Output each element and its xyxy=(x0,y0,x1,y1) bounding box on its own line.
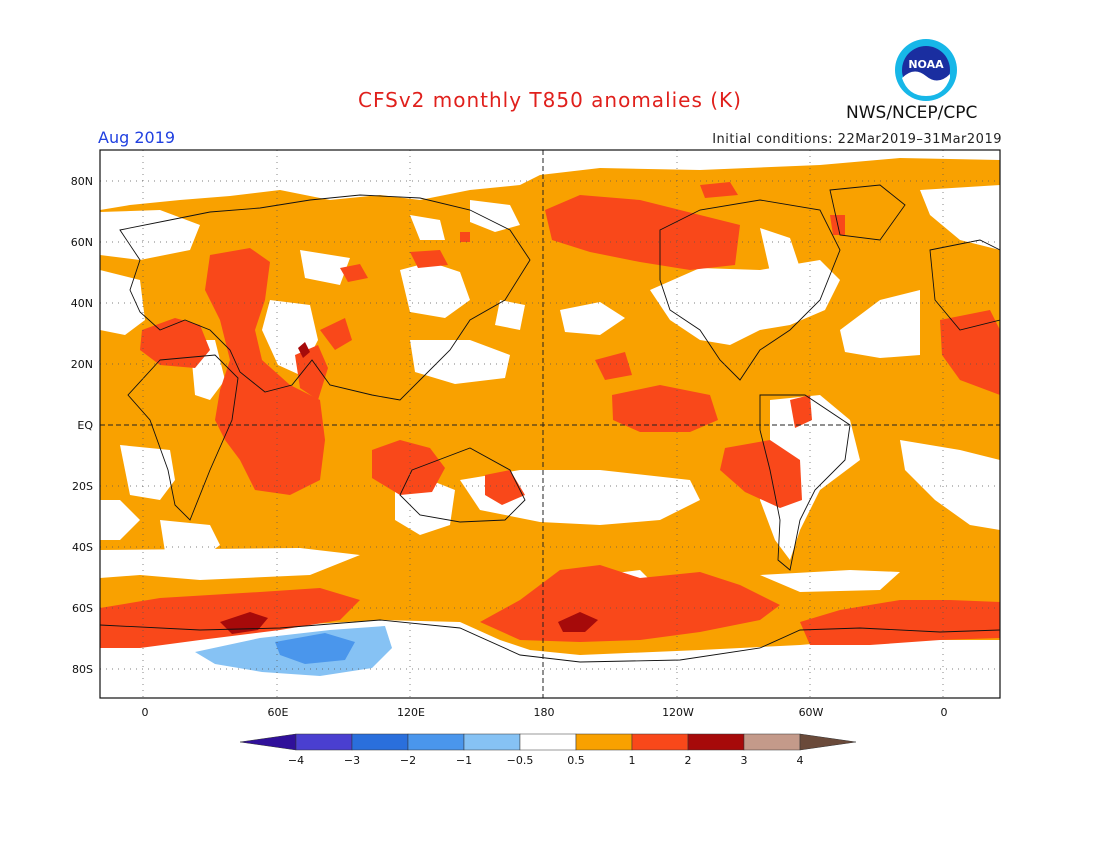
lon-label: 0 xyxy=(941,706,948,719)
lon-label: 60W xyxy=(799,706,824,719)
map-field xyxy=(100,150,1000,698)
lon-label: 120W xyxy=(662,706,694,719)
colorbar-tick-label: 1 xyxy=(629,754,636,767)
colorbar-tick-label: 4 xyxy=(797,754,804,767)
map-title: CFSv2 monthly T850 anomalies (K) xyxy=(358,88,742,112)
colorbar-swatch xyxy=(743,733,801,751)
colorbar-tick-label: −4 xyxy=(288,754,304,767)
valid-month: Aug 2019 xyxy=(98,128,176,147)
colorbar-swatch xyxy=(407,733,465,751)
lat-label: 40N xyxy=(71,297,93,310)
map-frame xyxy=(99,149,1001,699)
coastlines xyxy=(100,184,1000,663)
lon-label: 60E xyxy=(268,706,289,719)
lon-label: 120E xyxy=(397,706,425,719)
noaa-logo-icon: NOAA xyxy=(895,39,957,101)
longitude-labels: 0 60E 120E 180 120W 60W 0 xyxy=(142,706,948,719)
lat-label: 20S xyxy=(72,480,93,493)
lat-label: 40S xyxy=(72,541,93,554)
cold-anomaly-mid xyxy=(275,633,355,664)
graticule xyxy=(100,150,1000,698)
colorbar-tick-label: 0.5 xyxy=(567,754,585,767)
lat-label: 80N xyxy=(71,175,93,188)
logo-text: NOAA xyxy=(908,58,944,71)
lon-label: 0 xyxy=(142,706,149,719)
lon-label: 180 xyxy=(534,706,555,719)
colorbar-swatch xyxy=(351,733,409,751)
colorbar-swatch xyxy=(295,733,353,751)
colorbar-tick-label: −1 xyxy=(456,754,472,767)
initial-conditions: Initial conditions: 22Mar2019–31Mar2019 xyxy=(712,132,1002,147)
lat-label: 60S xyxy=(72,602,93,615)
colorbar-swatch xyxy=(463,733,521,751)
agency-label: NWS/NCEP/CPC xyxy=(846,103,978,123)
lat-label: 20N xyxy=(71,358,93,371)
lat-label: 80S xyxy=(72,663,93,676)
latitude-labels: 80N 60N 40N 20N EQ 20S 40S 60S 80S xyxy=(71,175,94,676)
colorbar: −4 −3 −2 −1 −0.5 0.5 1 2 3 4 xyxy=(239,733,857,767)
colorbar-swatch xyxy=(687,733,745,751)
colorbar-tick-label: 2 xyxy=(685,754,692,767)
colorbar-tick-label: −2 xyxy=(400,754,416,767)
warm-anomaly-regions xyxy=(100,182,1000,648)
colorbar-swatch xyxy=(519,733,577,751)
lat-label: 60N xyxy=(71,236,93,249)
lat-label: EQ xyxy=(77,419,93,432)
colorbar-swatch xyxy=(575,733,633,751)
colorbar-tick-label: −3 xyxy=(344,754,360,767)
colorbar-end-high xyxy=(799,733,857,751)
colorbar-tick-label: −0.5 xyxy=(507,754,534,767)
colorbar-tick-label: 3 xyxy=(741,754,748,767)
colorbar-swatch xyxy=(631,733,689,751)
colorbar-end-low xyxy=(239,733,297,751)
